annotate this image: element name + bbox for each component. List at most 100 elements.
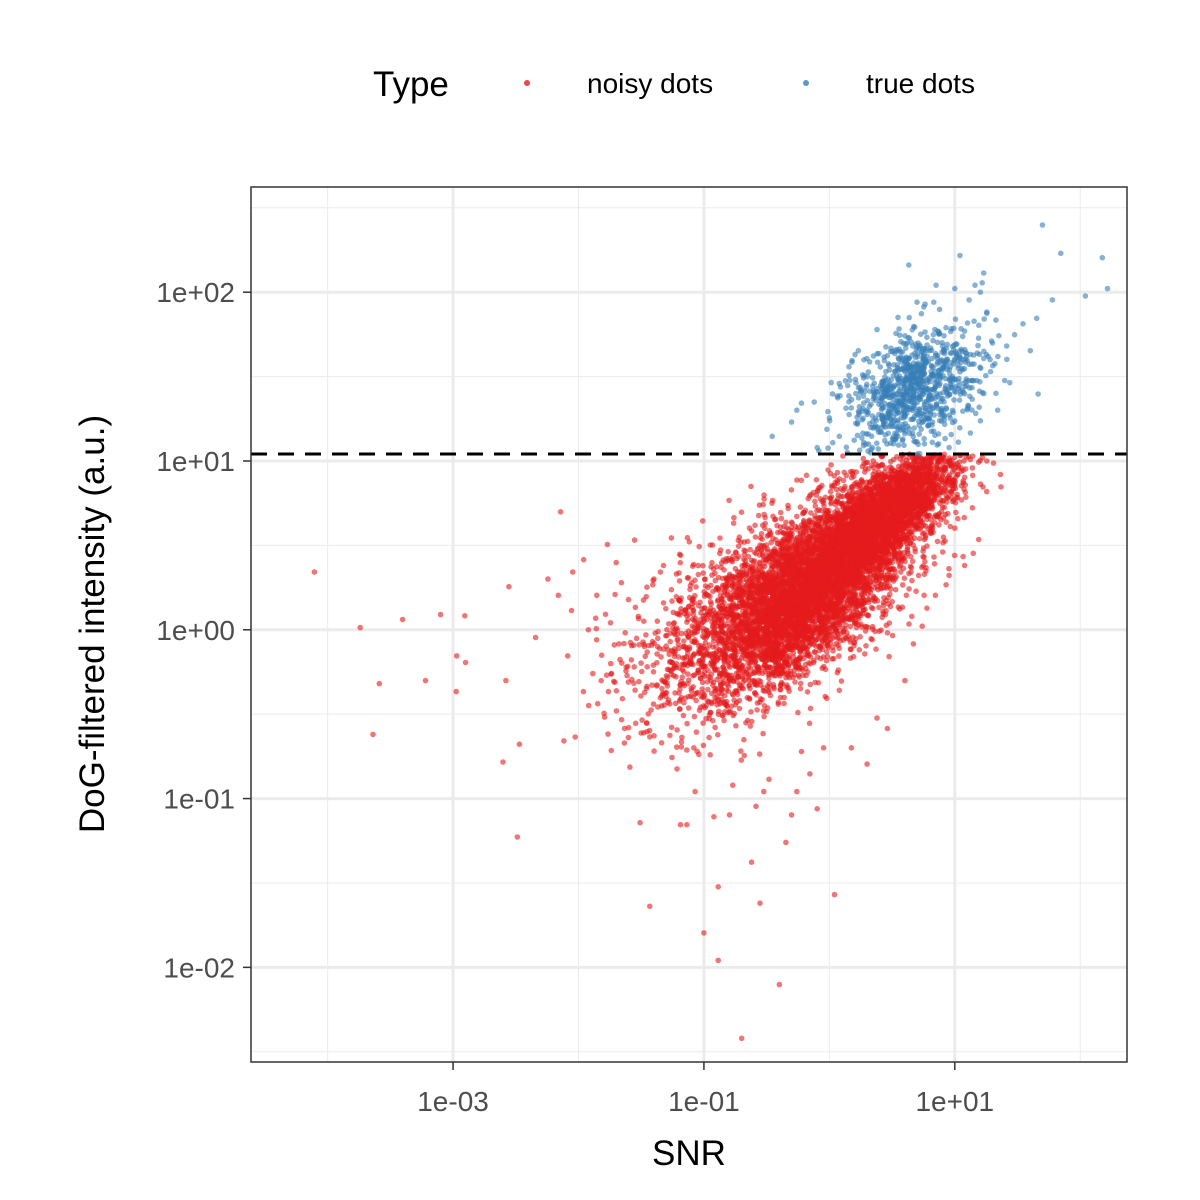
data-point [669,754,675,761]
data-point [759,522,766,529]
data-point [815,680,822,686]
data-point [736,705,743,712]
data-point [738,757,745,763]
data-point [700,663,707,670]
data-point [709,624,716,631]
data-point [753,692,759,698]
data-point [878,582,884,588]
data-point [735,543,742,549]
data-point [621,640,627,647]
plot-panel [251,187,1127,1062]
data-point [678,595,684,601]
data-point [969,505,976,511]
data-point [716,708,722,715]
data-point [748,483,754,490]
data-point [772,516,778,523]
data-point [699,518,706,524]
data-point [747,603,754,609]
data-point [769,497,776,504]
data-point [658,654,664,660]
data-point [611,642,618,648]
data-point [690,595,696,602]
data-point [659,685,665,692]
data-point [680,643,686,650]
data-point [800,510,806,517]
data-point [760,571,767,577]
data-point [910,641,917,647]
data-point [718,564,724,571]
data-point [612,591,618,598]
data-point [673,625,680,631]
data-point [747,546,753,553]
data-point [631,664,637,670]
data-point [823,657,830,664]
grid-major [251,187,1127,1062]
data-point [734,603,740,609]
data-point [668,668,675,674]
data-point [638,693,644,699]
data-point [770,684,777,690]
data-point [632,604,639,611]
data-point [756,751,763,757]
data-point [719,675,726,681]
data-point [784,682,790,688]
data-point [708,601,714,607]
data-point [886,653,892,660]
data-point [912,548,918,555]
data-point [710,638,717,645]
data-point [838,678,845,684]
data-point [909,558,916,565]
data-point [903,592,910,599]
data-point [676,645,682,652]
data-point [693,584,699,590]
data-point [649,682,655,688]
data-point [899,582,906,588]
data-point [700,562,706,569]
data-point [719,628,726,635]
data-point [672,631,678,638]
data-point [770,535,776,542]
data-point [658,703,665,709]
data-point [681,699,687,706]
data-point [683,654,690,660]
data-point [921,571,928,578]
data-point [636,642,642,648]
data-point [613,688,620,694]
data-point [707,752,713,758]
data-point [643,685,650,692]
data-point [708,630,714,636]
data-point [732,646,738,653]
data-point [663,673,670,679]
data-point [823,649,830,655]
data-point [667,638,673,645]
data-point [714,585,720,591]
data-point [602,611,609,618]
data-point [654,618,661,624]
data-point [730,553,736,559]
data-point [685,616,691,623]
data-point [666,621,672,627]
data-point [808,491,814,498]
data-point [649,638,656,645]
data-point [726,573,733,579]
data-point [837,486,844,492]
data-point [692,615,699,622]
data-point [781,700,787,707]
data-point [668,724,675,731]
data-point [514,834,521,840]
data-point [733,652,739,659]
data-point [761,703,768,709]
data-point [807,681,814,688]
data-point [721,717,727,724]
data-point [936,522,942,528]
data-point [847,646,854,652]
data-point [745,553,752,560]
data-point [644,649,650,655]
data-point [691,651,698,657]
data-point [709,663,715,669]
data-point [724,557,731,564]
data-point [729,592,736,599]
data-point [708,690,715,697]
data-point [797,685,804,692]
data-point [630,642,637,648]
